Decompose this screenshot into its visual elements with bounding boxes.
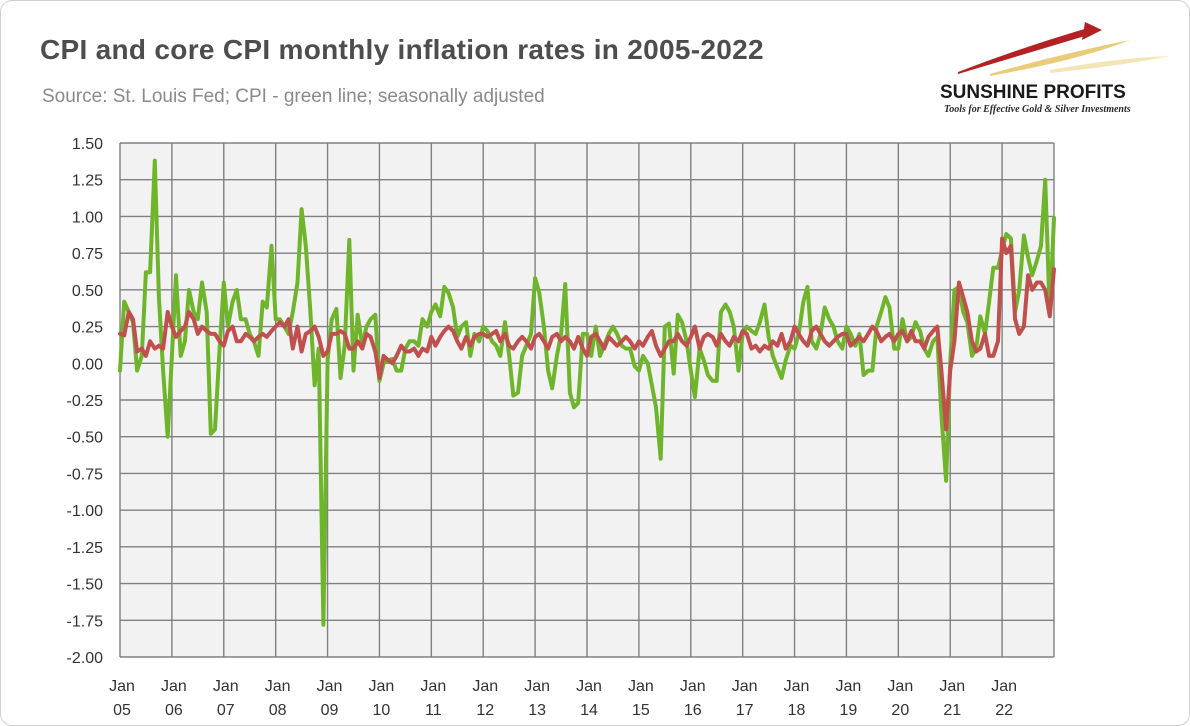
x-tick-label-year: 09 xyxy=(321,702,339,719)
y-tick-label: -1.50 xyxy=(67,577,104,594)
y-tick-label: 1.00 xyxy=(72,209,103,226)
x-tick-label-year: 10 xyxy=(373,702,391,719)
x-tick-label-year: 08 xyxy=(269,702,287,719)
series-line-core_cpi xyxy=(118,236,1056,432)
y-tick-label: -2.00 xyxy=(67,650,104,667)
x-tick-label-month: Jan xyxy=(161,678,187,695)
sunshine-profits-logo: SUNSHINE PROFITS Tools for Effective Gol… xyxy=(930,18,1175,118)
logo-tagline: Tools for Effective Gold & Silver Invest… xyxy=(944,104,1131,115)
series-line-cpi xyxy=(118,158,1056,627)
x-tick-label-month: Jan xyxy=(887,678,913,695)
y-tick-label: -1.25 xyxy=(67,540,104,557)
x-tick-label-month: Jan xyxy=(991,678,1017,695)
x-tick-label-year: 14 xyxy=(580,702,598,719)
x-tick-label-month: Jan xyxy=(420,678,446,695)
x-tick-label-year: 20 xyxy=(891,702,909,719)
x-tick-label-month: Jan xyxy=(784,678,810,695)
x-tick-label-month: Jan xyxy=(680,678,706,695)
x-tick-label-year: 15 xyxy=(632,702,650,719)
x-tick-label-month: Jan xyxy=(472,678,498,695)
x-tick-label-month: Jan xyxy=(628,678,654,695)
x-tick-label-year: 12 xyxy=(476,702,494,719)
y-tick-label: -0.25 xyxy=(67,393,104,410)
x-tick-label-month: Jan xyxy=(836,678,862,695)
x-tick-label-month: Jan xyxy=(265,678,291,695)
x-tick-label-month: Jan xyxy=(213,678,239,695)
y-tick-label: -1.75 xyxy=(67,613,104,630)
y-tick-label: 0.75 xyxy=(72,246,103,263)
x-tick-label-month: Jan xyxy=(732,678,758,695)
y-tick-label: 0.50 xyxy=(72,283,103,300)
swoosh-arrow-icon xyxy=(958,22,1170,76)
y-tick-label: 0.00 xyxy=(72,356,103,373)
x-tick-label-year: 07 xyxy=(217,702,235,719)
y-tick-label: 0.25 xyxy=(72,320,103,337)
x-tick-label-year: 16 xyxy=(684,702,702,719)
x-tick-label-month: Jan xyxy=(939,678,965,695)
y-tick-label: -1.00 xyxy=(67,503,104,520)
y-tick-label: 1.25 xyxy=(72,173,103,190)
x-tick-label-month: Jan xyxy=(109,678,135,695)
x-tick-label-month: Jan xyxy=(524,678,550,695)
x-tick-label-year: 11 xyxy=(425,702,442,719)
y-tick-label: 1.50 xyxy=(72,136,103,153)
x-tick-label-year: 22 xyxy=(995,702,1013,719)
x-tick-label-month: Jan xyxy=(369,678,395,695)
y-tick-label: -0.50 xyxy=(67,430,104,447)
y-tick-label: -0.75 xyxy=(67,466,104,483)
x-tick-label-year: 19 xyxy=(840,702,858,719)
x-tick-label-year: 06 xyxy=(165,702,183,719)
x-tick-label-year: 05 xyxy=(113,702,131,719)
x-tick-label-year: 17 xyxy=(736,702,754,719)
logo-brand-text: SUNSHINE PROFITS xyxy=(940,82,1126,103)
x-tick-label-month: Jan xyxy=(317,678,343,695)
x-tick-label-year: 13 xyxy=(528,702,546,719)
chart-title: CPI and core CPI monthly inflation rates… xyxy=(40,34,764,65)
x-tick-label-year: 18 xyxy=(788,702,806,719)
chart-subtitle: Source: St. Louis Fed; CPI - green line;… xyxy=(42,86,545,107)
x-tick-label-month: Jan xyxy=(576,678,602,695)
x-tick-label-year: 21 xyxy=(943,702,961,719)
